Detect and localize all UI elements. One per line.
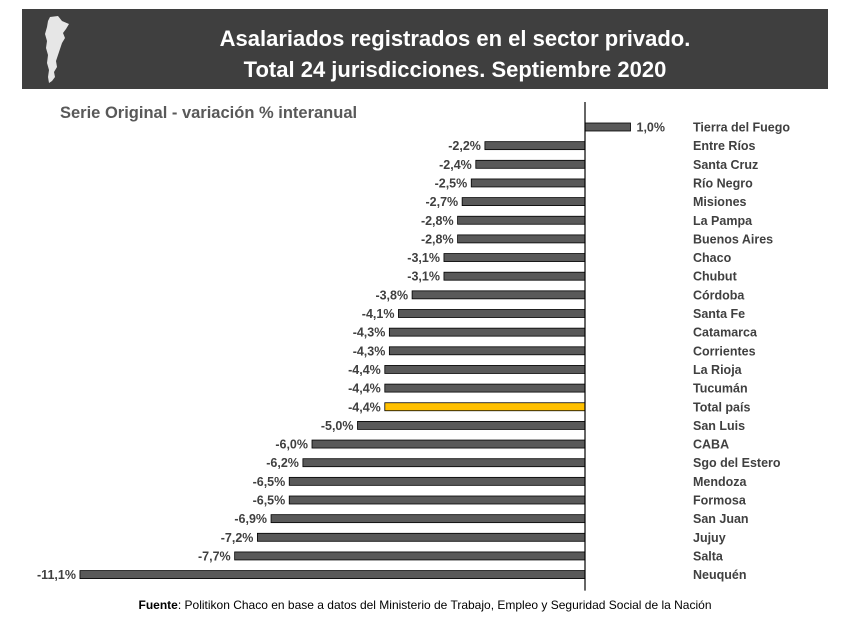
data-label-11: -4,3% xyxy=(353,326,386,340)
category-label-1: Entre Ríos xyxy=(693,139,756,153)
category-label-0: Tierra del Fuego xyxy=(693,121,790,135)
chart-title-line2: Total 24 jurisdicciones. Septiembre 2020 xyxy=(243,57,667,82)
bar-18 xyxy=(302,458,586,468)
data-label-4: -2,7% xyxy=(425,195,458,209)
data-label-15: -4,4% xyxy=(348,400,381,414)
data-label-20: -6,5% xyxy=(253,494,286,508)
data-label-6: -2,8% xyxy=(421,232,454,246)
source-note: Fuente: Politikon Chaco en base a datos … xyxy=(0,598,850,612)
chart-title-line1: Asalariados registrados en el sector pri… xyxy=(219,26,691,51)
category-label-18: Sgo del Estero xyxy=(693,456,781,470)
bar-20 xyxy=(288,495,586,505)
category-label-22: Jujuy xyxy=(693,531,726,545)
data-label-5: -2,8% xyxy=(421,214,454,228)
bar-6 xyxy=(457,234,586,244)
category-label-14: Tucumán xyxy=(693,382,748,396)
bar-15 xyxy=(384,402,586,412)
bar-11 xyxy=(388,327,586,337)
category-label-5: La Pampa xyxy=(693,214,753,228)
category-label-20: Formosa xyxy=(693,494,747,508)
bar-23 xyxy=(234,551,586,561)
bar-22 xyxy=(256,532,586,542)
category-label-16: San Luis xyxy=(693,419,745,433)
bar-10 xyxy=(398,309,586,318)
data-label-19: -6,5% xyxy=(253,475,286,489)
source-label: Fuente xyxy=(138,598,178,612)
data-label-10: -4,1% xyxy=(362,307,395,321)
data-label-2: -2,4% xyxy=(439,158,472,172)
bar-21 xyxy=(270,514,586,524)
title-banner: Asalariados registrados en el sector pri… xyxy=(22,9,828,89)
data-label-16: -5,0% xyxy=(321,419,354,433)
category-label-4: Misiones xyxy=(693,195,747,209)
bar-2 xyxy=(475,159,586,169)
category-label-3: Río Negro xyxy=(693,176,753,190)
bar-13 xyxy=(384,365,586,374)
source-text: : Politikon Chaco en base a datos del Mi… xyxy=(177,598,712,612)
category-label-10: Santa Fe xyxy=(693,307,745,321)
data-label-3: -2,5% xyxy=(435,176,468,190)
data-label-18: -6,2% xyxy=(266,456,299,470)
bar-7 xyxy=(443,253,586,262)
data-label-0: 1,0% xyxy=(637,121,666,135)
bar-4 xyxy=(461,197,586,207)
category-label-7: Chaco xyxy=(693,251,732,265)
category-label-9: Córdoba xyxy=(693,288,745,302)
bar-19 xyxy=(288,476,586,486)
data-label-13: -4,4% xyxy=(348,363,381,377)
category-label-23: Salta xyxy=(693,549,724,563)
category-label-12: Corrientes xyxy=(693,344,756,358)
bar-8 xyxy=(443,271,586,281)
data-label-7: -3,1% xyxy=(407,251,440,265)
data-label-9: -3,8% xyxy=(375,288,408,302)
category-label-13: La Rioja xyxy=(693,363,743,377)
category-label-19: Mendoza xyxy=(693,475,748,489)
category-label-24: Neuquén xyxy=(693,568,746,582)
bar-9 xyxy=(411,290,586,300)
category-label-17: CABA xyxy=(693,438,729,452)
category-label-11: Catamarca xyxy=(693,326,758,340)
data-label-21: -6,9% xyxy=(234,512,267,526)
chart-subtitle: Serie Original - variación % interanual xyxy=(60,104,358,122)
category-label-6: Buenos Aires xyxy=(693,232,773,246)
data-label-17: -6,0% xyxy=(275,438,308,452)
argentina-map-icon xyxy=(45,16,69,83)
category-label-2: Santa Cruz xyxy=(693,158,758,172)
data-label-22: -7,2% xyxy=(221,531,254,545)
bar-chart: 1,0% Tierra del Fuego -2,2% Entre Ríos -2,4%… xyxy=(37,102,790,591)
category-label-21: San Juan xyxy=(693,512,749,526)
category-label-8: Chubut xyxy=(693,270,738,284)
data-label-14: -4,4% xyxy=(348,382,381,396)
data-label-8: -3,1% xyxy=(407,270,440,284)
category-label-15: Total país xyxy=(693,400,750,414)
bar-3 xyxy=(470,178,586,188)
data-label-12: -4,3% xyxy=(353,344,386,358)
bar-14 xyxy=(384,383,586,393)
bar-17 xyxy=(311,439,586,449)
data-label-24: -11,1% xyxy=(37,568,76,582)
bar-16 xyxy=(357,420,586,430)
bar-0 xyxy=(584,122,631,132)
data-label-23: -7,7% xyxy=(198,549,231,563)
data-label-1: -2,2% xyxy=(448,139,481,153)
bar-5 xyxy=(457,215,586,225)
bar-24 xyxy=(79,570,586,579)
bar-12 xyxy=(388,346,586,356)
bar-1 xyxy=(484,141,586,151)
